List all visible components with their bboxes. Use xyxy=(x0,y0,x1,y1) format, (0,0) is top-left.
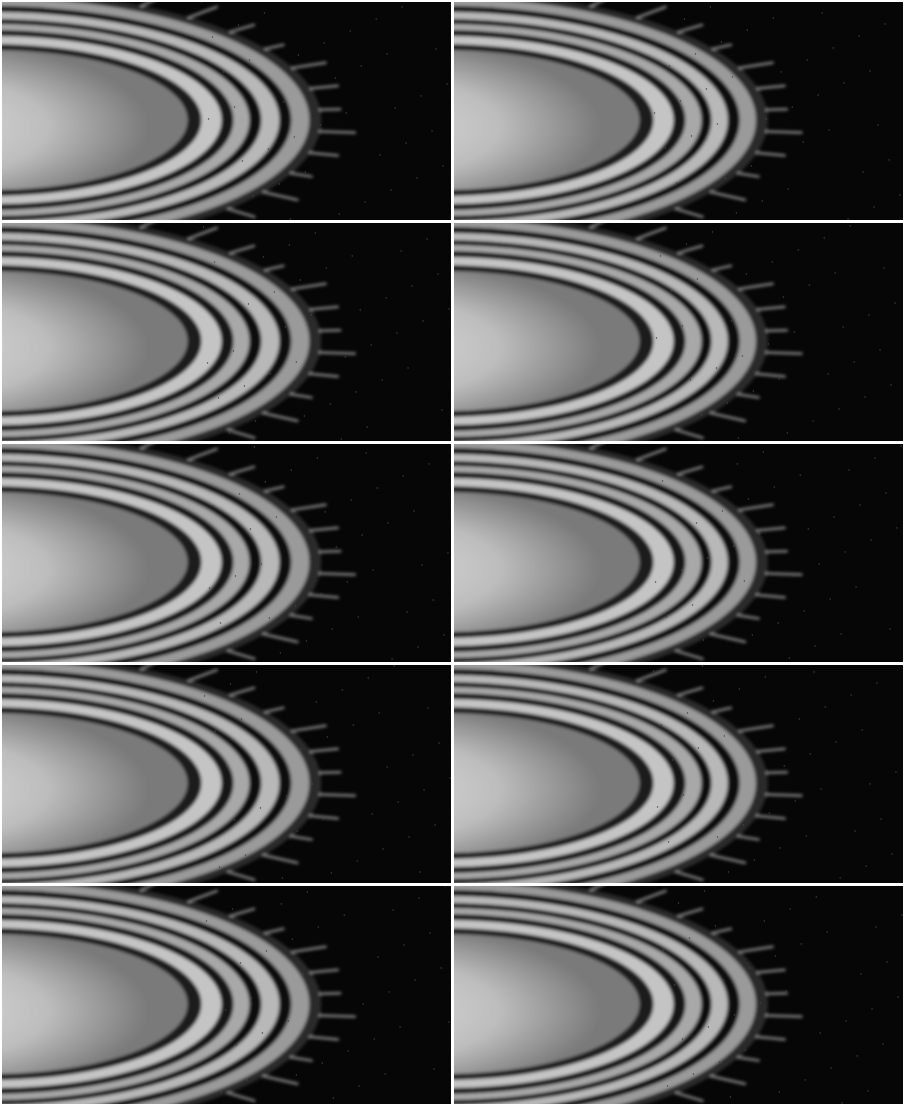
flow-image xyxy=(2,444,451,662)
flow-image xyxy=(2,223,451,441)
flow-image xyxy=(2,886,451,1104)
flow-image xyxy=(454,665,903,883)
flow-image xyxy=(2,665,451,883)
image-frame xyxy=(2,886,451,1104)
image-frame xyxy=(2,2,451,220)
flow-image xyxy=(454,444,903,662)
flow-image xyxy=(454,223,903,441)
image-frame xyxy=(454,2,903,220)
image-frame xyxy=(454,223,903,441)
image-frame xyxy=(454,444,903,662)
image-frame xyxy=(2,665,451,883)
image-frame xyxy=(2,444,451,662)
flow-image xyxy=(2,2,451,220)
image-frame xyxy=(454,886,903,1104)
image-frame xyxy=(2,223,451,441)
flow-image xyxy=(454,2,903,220)
image-frame xyxy=(454,665,903,883)
flow-image xyxy=(454,886,903,1104)
